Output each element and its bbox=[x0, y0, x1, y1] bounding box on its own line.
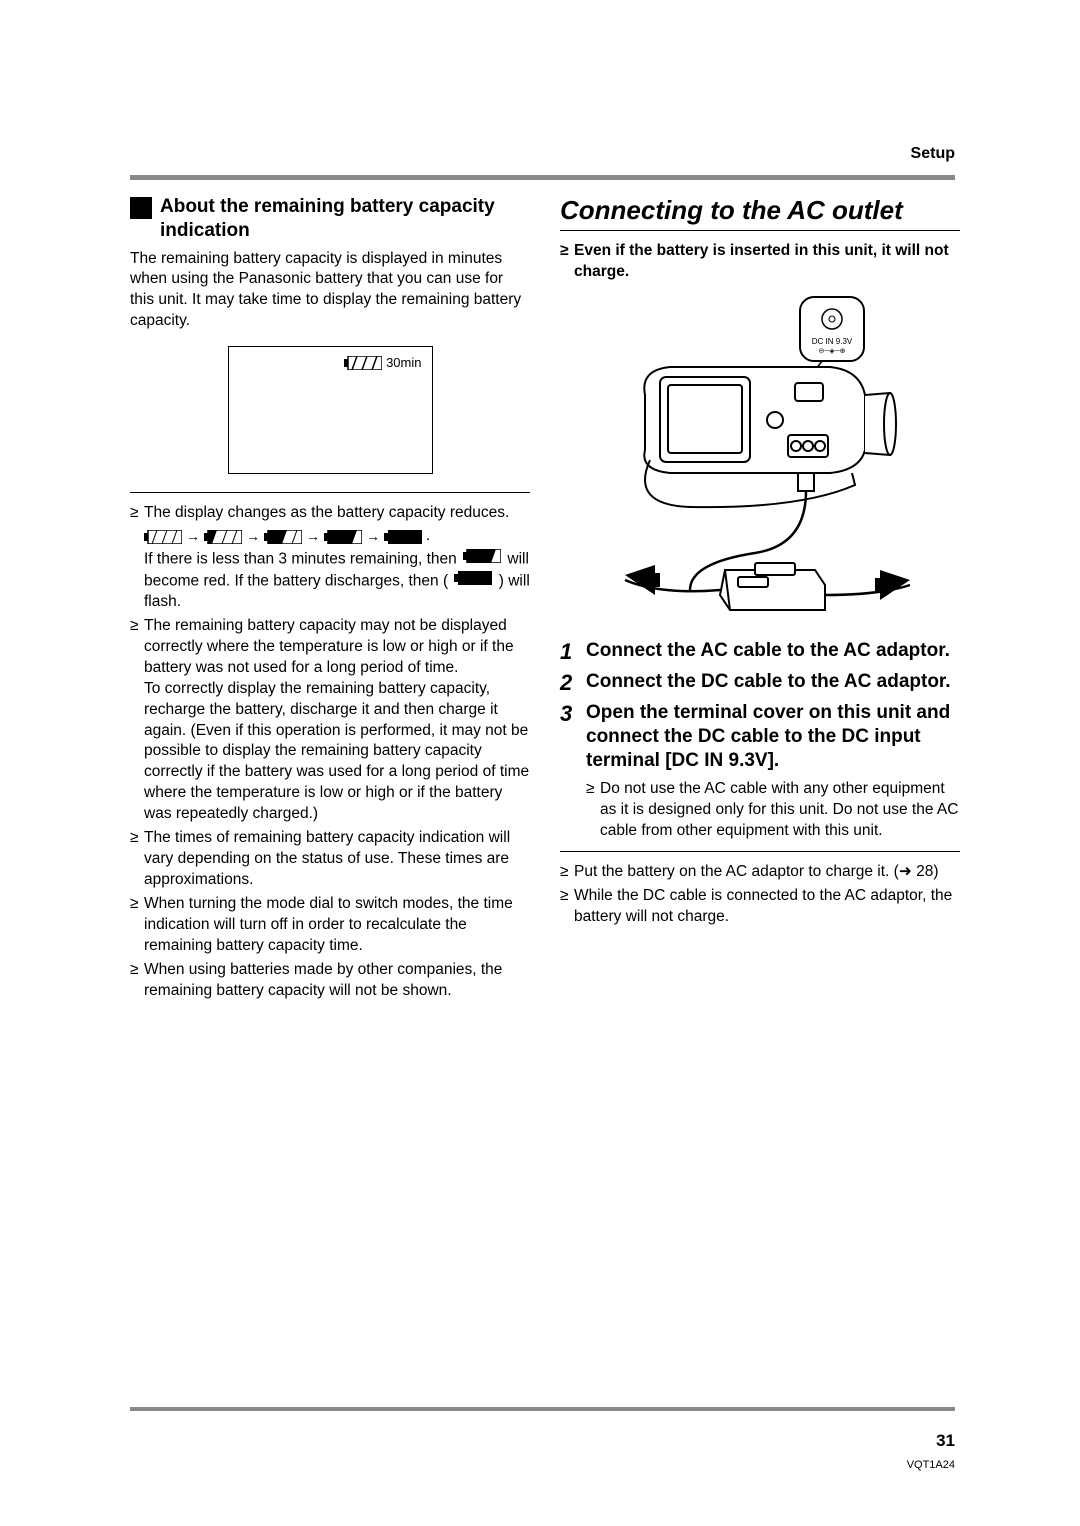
display-time-value: 30min bbox=[386, 355, 421, 370]
battery-icon bbox=[384, 530, 422, 544]
arrow-icon: → bbox=[306, 527, 320, 546]
arrow-right-icon bbox=[875, 570, 910, 600]
step3-sub-bullet: Do not use the AC cable with any other e… bbox=[586, 779, 960, 842]
divider bbox=[130, 492, 530, 493]
battery-icon bbox=[204, 530, 242, 544]
after-notes: Put the battery on the AC adaptor to cha… bbox=[560, 862, 960, 928]
page-number: 31 bbox=[936, 1431, 955, 1451]
step-text: Connect the AC cable to the AC adaptor. bbox=[586, 639, 950, 663]
bullet-text: The display changes as the battery capac… bbox=[144, 504, 509, 521]
list-item: Do not use the AC cable with any other e… bbox=[586, 779, 960, 842]
battery-icon bbox=[264, 530, 302, 544]
step-number: 2 bbox=[560, 670, 586, 695]
step-text: Connect the DC cable to the AC adaptor. bbox=[586, 670, 951, 694]
right-column: Connecting to the AC outlet Even if the … bbox=[560, 195, 960, 1005]
step-number: 3 bbox=[560, 701, 586, 726]
section-title: About the remaining battery capacity ind… bbox=[160, 195, 530, 243]
arrow-icon: → bbox=[366, 527, 380, 546]
step-text: Open the terminal cover on this unit and… bbox=[586, 701, 960, 772]
list-item: The times of remaining battery capacity … bbox=[130, 828, 530, 891]
bullet-text: If there is less than 3 minutes remainin… bbox=[144, 551, 461, 568]
top-rule bbox=[130, 175, 955, 180]
section-heading: About the remaining battery capacity ind… bbox=[130, 195, 530, 243]
left-column: About the remaining battery capacity ind… bbox=[130, 195, 530, 1005]
columns: About the remaining battery capacity ind… bbox=[130, 195, 960, 1005]
list-item: When turning the mode dial to switch mod… bbox=[130, 894, 530, 957]
battery-icon bbox=[324, 530, 362, 544]
battery-icon bbox=[463, 549, 501, 570]
intro-paragraph: The remaining battery capacity is displa… bbox=[130, 249, 530, 333]
arrow-icon: → bbox=[246, 527, 260, 546]
battery-icon bbox=[344, 356, 382, 370]
battery-icon bbox=[454, 571, 492, 592]
bold-note: Even if the battery is inserted in this … bbox=[560, 241, 960, 283]
arrow-left-icon bbox=[625, 565, 660, 595]
battery-icon bbox=[144, 530, 182, 544]
battery-sequence: → → → → . bbox=[144, 526, 530, 547]
page: Setup About the remaining battery capaci… bbox=[0, 0, 1080, 1065]
main-title: Connecting to the AC outlet bbox=[560, 195, 960, 231]
list-item: While the DC cable is connected to the A… bbox=[560, 886, 960, 928]
step-1: 1 Connect the AC cable to the AC adaptor… bbox=[560, 639, 960, 664]
ac-connection-illustration: DC IN 9.3V ⊖─◈─⊕ bbox=[600, 295, 920, 625]
lcd-display-content: 30min bbox=[344, 355, 421, 370]
period: . bbox=[426, 526, 430, 547]
dc-label: DC IN 9.3V bbox=[812, 337, 853, 346]
bottom-rule bbox=[130, 1407, 955, 1411]
list-item: When using batteries made by other compa… bbox=[130, 960, 530, 1002]
doc-code: VQT1A24 bbox=[907, 1459, 955, 1471]
section-label: Setup bbox=[911, 145, 955, 163]
bullet-text: To correctly display the remaining batte… bbox=[144, 680, 529, 823]
bullet-list: The display changes as the battery capac… bbox=[130, 503, 530, 1001]
bullet-text: The remaining battery capacity may not b… bbox=[144, 617, 514, 676]
list-item: Put the battery on the AC adaptor to cha… bbox=[560, 862, 960, 883]
heading-marker-icon bbox=[130, 197, 152, 219]
step-number: 1 bbox=[560, 639, 586, 664]
divider bbox=[560, 851, 960, 852]
step-2: 2 Connect the DC cable to the AC adaptor… bbox=[560, 670, 960, 695]
step-3: 3 Open the terminal cover on this unit a… bbox=[560, 701, 960, 772]
svg-text:⊖─◈─⊕: ⊖─◈─⊕ bbox=[818, 348, 845, 355]
list-item: The remaining battery capacity may not b… bbox=[130, 616, 530, 825]
lcd-display-frame: 30min bbox=[228, 346, 433, 474]
list-item: The display changes as the battery capac… bbox=[130, 503, 530, 613]
arrow-icon: → bbox=[186, 527, 200, 546]
